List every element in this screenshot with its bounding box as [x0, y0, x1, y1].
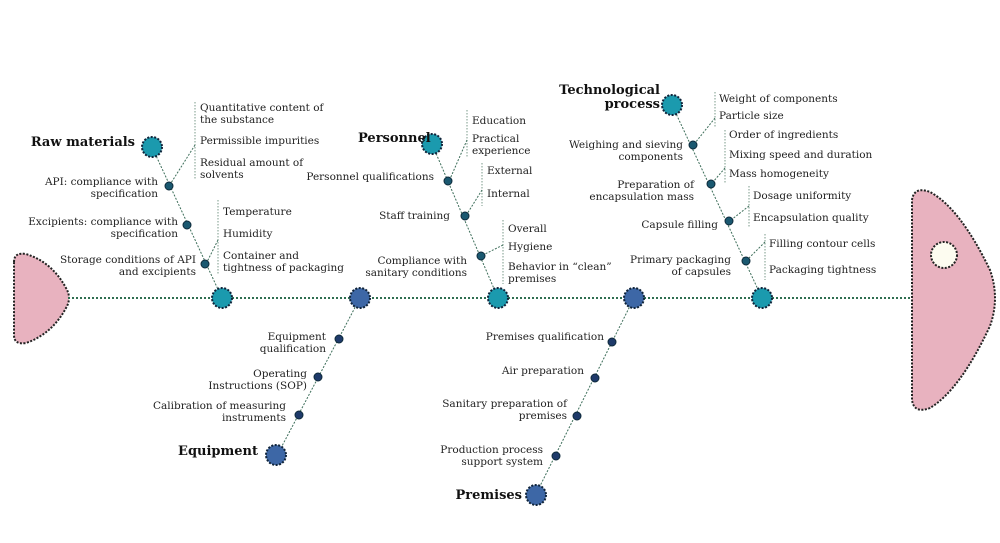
svg-text:components: components	[618, 151, 683, 163]
spine-node-raw-materials	[211, 287, 233, 309]
svg-text:encapsulation mass: encapsulation mass	[589, 191, 694, 203]
svg-text:Encapsulation quality: Encapsulation quality	[753, 212, 869, 224]
svg-text:of capsules: of capsules	[671, 266, 731, 278]
svg-text:solvents: solvents	[200, 169, 244, 181]
svg-text:Excipients: compliance with: Excipients: compliance with	[28, 216, 178, 228]
svg-text:Internal: Internal	[487, 188, 530, 200]
svg-text:Mass homogeneity: Mass homogeneity	[729, 168, 829, 180]
svg-text:Operating: Operating	[253, 368, 307, 380]
svg-text:Permissible impurities: Permissible impurities	[200, 135, 319, 147]
svg-text:Packaging tightness: Packaging tightness	[769, 264, 876, 276]
head-node-raw-materials	[141, 136, 163, 158]
svg-text:Capsule filling: Capsule filling	[641, 219, 718, 231]
spine-node-equipment	[349, 287, 371, 309]
fish-head	[911, 189, 996, 411]
category-personnel: Personnel	[358, 131, 431, 146]
cause-labels: API: compliance with specification Excip…	[28, 139, 731, 468]
svg-text:Primary packaging: Primary packaging	[630, 254, 731, 266]
svg-text:Practical: Practical	[472, 133, 520, 145]
svg-text:Instructions (SOP): Instructions (SOP)	[208, 380, 307, 392]
svg-text:sanitary conditions: sanitary conditions	[365, 267, 467, 279]
svg-text:Particle size: Particle size	[719, 110, 784, 122]
svg-text:premises: premises	[508, 273, 556, 285]
head-node-technological	[661, 94, 683, 116]
svg-text:Residual amount of: Residual amount of	[200, 157, 304, 169]
svg-text:Production process: Production process	[440, 444, 543, 456]
svg-text:Air preparation: Air preparation	[501, 365, 584, 377]
sub-cause-labels: Quantitative content of the substance Pe…	[200, 93, 876, 285]
svg-text:Weight of components: Weight of components	[719, 93, 838, 105]
svg-text:specification: specification	[111, 228, 179, 240]
svg-text:experience: experience	[472, 145, 531, 157]
head-node-premises	[525, 484, 547, 506]
head-node-equipment	[265, 444, 287, 466]
svg-text:Weighing and sieving: Weighing and sieving	[569, 139, 683, 151]
svg-text:Overall: Overall	[508, 223, 547, 235]
svg-text:premises: premises	[519, 410, 567, 422]
category-technological-process-1: Technological	[559, 83, 660, 98]
svg-text:and excipients: and excipients	[119, 266, 196, 278]
bone-technological	[671, 104, 763, 299]
svg-text:Order of ingredients: Order of ingredients	[729, 129, 838, 141]
svg-text:support system: support system	[461, 456, 543, 468]
category-technological-process-2: process	[605, 97, 660, 112]
svg-text:Mixing speed and duration: Mixing speed and duration	[729, 149, 873, 161]
sub-brackets	[170, 92, 766, 284]
svg-text:Quantitative content of: Quantitative content of	[200, 102, 325, 114]
spine-node-personnel	[487, 287, 509, 309]
svg-text:Premises qualification: Premises qualification	[486, 331, 604, 343]
svg-text:the substance: the substance	[200, 114, 274, 126]
svg-text:Sanitary preparation of: Sanitary preparation of	[442, 398, 568, 410]
svg-text:Hygiene: Hygiene	[508, 241, 552, 253]
svg-text:Education: Education	[472, 115, 526, 127]
svg-text:tightness of packaging: tightness of packaging	[223, 262, 344, 274]
svg-text:Storage conditions of API: Storage conditions of API	[60, 254, 196, 266]
svg-text:qualification: qualification	[260, 343, 327, 355]
svg-text:Calibration of measuring: Calibration of measuring	[153, 400, 286, 412]
category-premises: Premises	[456, 488, 523, 503]
svg-text:Filling contour cells: Filling contour cells	[769, 238, 875, 250]
svg-text:Dosage uniformity: Dosage uniformity	[753, 190, 851, 202]
category-equipment: Equipment	[178, 444, 258, 459]
svg-text:Container and: Container and	[223, 250, 299, 262]
svg-text:Temperature: Temperature	[223, 206, 292, 218]
svg-text:Personnel qualifications: Personnel qualifications	[306, 171, 434, 183]
svg-text:API: compliance with: API: compliance with	[44, 176, 158, 188]
fish-eye	[930, 241, 958, 269]
svg-text:instruments: instruments	[222, 412, 286, 424]
svg-text:Staff training: Staff training	[379, 210, 450, 222]
svg-text:specification: specification	[91, 188, 159, 200]
svg-text:Equipment: Equipment	[268, 331, 327, 343]
spine-node-premises	[623, 287, 645, 309]
svg-text:Preparation of: Preparation of	[617, 179, 695, 191]
fish-tail	[13, 252, 70, 345]
head-node-personnel	[421, 133, 443, 155]
spine-node-technological	[751, 287, 773, 309]
cause-nodes	[164, 140, 751, 461]
svg-text:External: External	[487, 165, 533, 177]
svg-text:Humidity: Humidity	[223, 228, 273, 240]
svg-text:Compliance with: Compliance with	[377, 255, 467, 267]
svg-text:Behavior in “clean”: Behavior in “clean”	[508, 261, 612, 273]
category-raw-materials: Raw materials	[31, 135, 135, 150]
